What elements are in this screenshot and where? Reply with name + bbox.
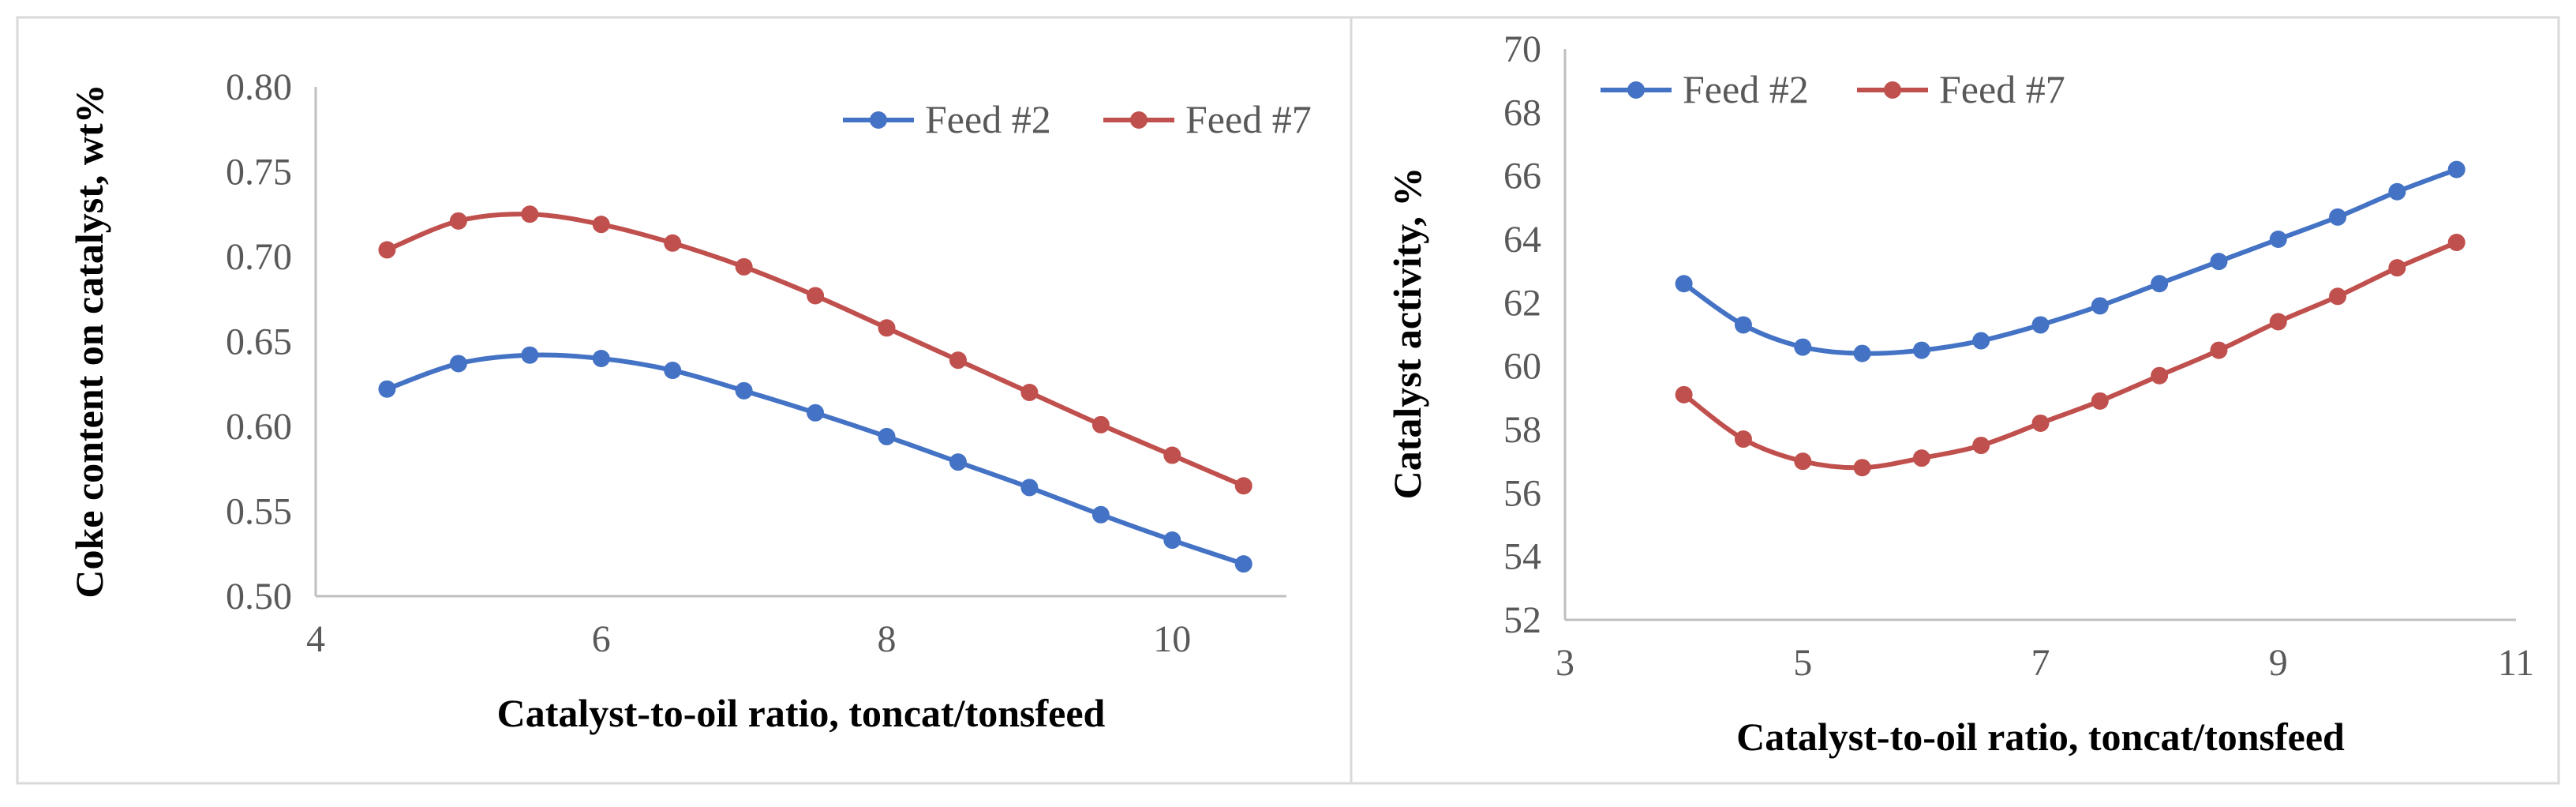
- x-axis-title: Catalyst-to-oil ratio, toncat/tonsfeed: [497, 691, 1106, 735]
- y-tick-label: 52: [1503, 599, 1541, 641]
- y-tick-label: 0.55: [226, 491, 292, 533]
- data-point-feed-7: [521, 205, 539, 223]
- y-tick-label: 60: [1503, 346, 1541, 388]
- data-point-feed-2: [735, 381, 753, 400]
- legend-marker-feed-7: [1884, 81, 1901, 99]
- data-point-feed-2: [1794, 338, 1812, 356]
- legend-marker-feed-7: [1130, 111, 1148, 129]
- y-tick-label: 0.50: [226, 576, 292, 617]
- data-point-feed-7: [592, 216, 610, 234]
- data-point-feed-7: [2031, 414, 2050, 432]
- data-point-feed-7: [735, 257, 753, 276]
- legend-label-feed-7: Feed #7: [1185, 97, 1312, 141]
- x-axis-title: Catalyst-to-oil ratio, toncat/tonsfeed: [1736, 715, 2345, 759]
- data-point-feed-2: [807, 404, 825, 422]
- y-tick-label: 54: [1503, 536, 1541, 578]
- data-point-feed-7: [2447, 234, 2466, 252]
- data-point-feed-7: [664, 234, 682, 252]
- y-tick-label: 62: [1503, 282, 1541, 324]
- y-tick-label: 64: [1503, 219, 1541, 261]
- data-point-feed-7: [2210, 341, 2228, 359]
- data-point-feed-2: [449, 355, 467, 373]
- data-point-feed-7: [2151, 366, 2169, 385]
- data-point-feed-2: [949, 453, 967, 471]
- x-tick-label: 3: [1556, 642, 1574, 684]
- data-point-feed-2: [664, 362, 682, 380]
- data-point-feed-7: [878, 319, 896, 337]
- data-point-feed-7: [949, 351, 967, 370]
- data-point-feed-7: [1734, 430, 1752, 449]
- data-point-feed-2: [1163, 531, 1181, 550]
- legend-label-feed-2: Feed #2: [925, 97, 1051, 141]
- data-point-feed-2: [1091, 505, 1110, 524]
- y-axis-title: Catalyst activity, %: [1385, 167, 1429, 500]
- chart-frame: [16, 16, 1353, 785]
- data-point-feed-2: [1734, 316, 1752, 334]
- y-tick-label: 68: [1503, 92, 1541, 133]
- data-point-feed-7: [1234, 477, 1252, 495]
- data-point-feed-2: [2151, 275, 2169, 293]
- data-point-feed-7: [2388, 259, 2406, 277]
- y-tick-label: 0.80: [226, 66, 292, 108]
- data-point-feed-2: [1234, 555, 1252, 573]
- y-tick-label: 0.75: [226, 152, 292, 193]
- data-point-feed-2: [878, 427, 896, 445]
- data-point-feed-2: [2388, 182, 2406, 201]
- data-point-feed-2: [2447, 160, 2466, 178]
- data-point-feed-2: [1972, 332, 1990, 350]
- data-point-feed-7: [1853, 459, 1871, 477]
- x-tick-label: 11: [2498, 642, 2534, 684]
- x-tick-label: 8: [878, 618, 897, 660]
- x-tick-label: 10: [1153, 618, 1191, 660]
- data-point-feed-2: [592, 350, 610, 367]
- data-point-feed-7: [1794, 452, 1812, 471]
- data-point-feed-7: [807, 287, 825, 305]
- chart-panel-1: 0.50 0.55 0.60 0.65 0.70 0.75 0.80 4 6 8 10 Catalys…: [16, 16, 1353, 785]
- data-point-feed-2: [1675, 275, 1693, 293]
- legend-marker-feed-2: [870, 111, 887, 129]
- legend-marker-feed-2: [1627, 81, 1645, 99]
- y-tick-label: 58: [1503, 409, 1541, 451]
- data-point-feed-2: [2210, 253, 2228, 271]
- data-point-feed-2: [2031, 316, 2050, 334]
- y-tick-label: 0.70: [226, 236, 292, 278]
- y-tick-label: 70: [1503, 28, 1541, 70]
- data-point-feed-2: [2329, 208, 2347, 226]
- y-tick-label: 56: [1503, 472, 1541, 514]
- data-point-feed-7: [1091, 415, 1110, 434]
- data-point-feed-7: [449, 212, 467, 230]
- data-point-feed-7: [2329, 287, 2347, 306]
- legend-label-feed-2: Feed #2: [1683, 67, 1809, 111]
- chart-panel-2: 52 54 56 58 60 62 64 66 68 70 3 5 7 9 11 Catalyst-to-oi…: [1350, 16, 2560, 785]
- x-tick-label: 7: [2031, 642, 2050, 684]
- x-tick-label: 9: [2269, 642, 2288, 684]
- y-tick-label: 66: [1503, 156, 1541, 197]
- data-point-feed-2: [1853, 344, 1871, 362]
- data-point-feed-7: [1675, 385, 1693, 404]
- data-point-feed-7: [1163, 446, 1181, 464]
- y-tick-label: 0.65: [226, 321, 292, 363]
- data-point-feed-7: [2091, 392, 2109, 410]
- legend-label-feed-7: Feed #7: [1939, 67, 2065, 111]
- data-point-feed-7: [2269, 313, 2287, 331]
- data-point-feed-2: [1020, 479, 1039, 497]
- x-tick-label: 6: [592, 618, 611, 660]
- x-tick-label: 4: [306, 618, 325, 660]
- data-point-feed-7: [1020, 384, 1039, 401]
- chart-frame: [1350, 16, 2560, 785]
- data-point-feed-2: [2269, 231, 2287, 248]
- data-point-feed-2: [2091, 297, 2109, 315]
- data-point-feed-7: [378, 241, 396, 259]
- data-point-feed-2: [1912, 341, 1930, 359]
- y-axis-title: Coke content on catalyst, wt%: [67, 84, 111, 598]
- y-tick-label: 0.60: [226, 406, 292, 448]
- x-tick-label: 5: [1793, 642, 1812, 684]
- data-point-feed-2: [378, 380, 396, 398]
- data-point-feed-7: [1912, 449, 1930, 467]
- data-point-feed-7: [1972, 437, 1990, 455]
- data-point-feed-2: [521, 346, 539, 364]
